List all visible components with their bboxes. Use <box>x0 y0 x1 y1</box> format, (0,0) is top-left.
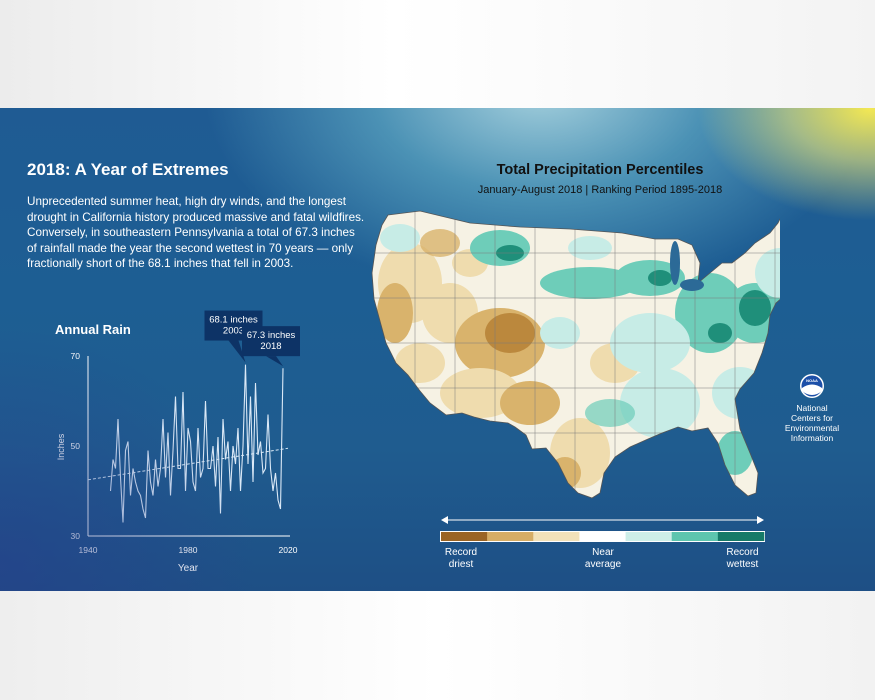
intro-paragraph: Unprecedented summer heat, high dry wind… <box>27 195 365 270</box>
annotation-pointer <box>266 356 283 367</box>
legend-swatch <box>579 532 626 541</box>
y-tick-label: 70 <box>71 351 81 361</box>
us-outline <box>371 210 780 499</box>
legend-right-label: Record wettest <box>726 547 759 570</box>
bottom-margin-band <box>0 591 875 700</box>
noaa-logo-icon: NOAA <box>800 374 824 398</box>
noaa-logo-text: NOAA <box>806 378 818 383</box>
annotation-pointer <box>228 340 246 363</box>
legend-left-arrow-icon <box>441 516 448 524</box>
y-tick-label: 30 <box>71 531 81 541</box>
annotation-text: 68.1 inches <box>209 315 258 326</box>
chart-title: Annual Rain <box>55 322 131 337</box>
top-margin-band <box>0 0 875 108</box>
trend-line <box>87 447 289 481</box>
tick-labels: 1940 1980 2020 30 50 70 <box>71 351 298 555</box>
annual-rain-chart: Annual Rain Inches Year 1940 1980 2020 30 50… <box>55 310 300 574</box>
map-legend: Record driest Near average Record wettest <box>440 513 765 573</box>
ncei-block: NOAA National Centers for Environmental Inf… <box>778 373 846 443</box>
x-tick-label: 1980 <box>179 545 198 555</box>
legend-swatch <box>441 532 488 541</box>
annotation-text: 2003 <box>223 326 244 337</box>
legend-scale <box>440 516 765 542</box>
y-tick-label: 50 <box>71 441 81 451</box>
ncei-label: National Centers for Environmental Informat… <box>784 403 840 443</box>
annotation-text: 67.3 inches <box>247 330 296 341</box>
x-axis-label: Year <box>178 563 199 574</box>
legend-swatch <box>671 532 719 541</box>
x-tick-label: 2020 <box>279 545 298 555</box>
legend-swatch <box>717 532 765 541</box>
headline: 2018: A Year of Extremes <box>27 160 229 179</box>
legend-swatches <box>441 532 765 541</box>
lake-erie <box>680 279 704 291</box>
map-subtitle: January-August 2018 | Ranking Period 189… <box>477 184 723 196</box>
map-title: Total Precipitation Percentiles <box>496 162 704 178</box>
legend-left-label: Record driest <box>444 547 478 570</box>
annotation-box <box>242 326 300 357</box>
infographic-panel: 2018: A Year of Extremes Unprecedented s… <box>0 108 875 591</box>
legend-center-label: Near average <box>584 547 622 570</box>
x-tick-label: 1940 <box>79 545 98 555</box>
rain-series-line <box>109 364 284 523</box>
legend-swatch <box>533 532 580 541</box>
annotation-text: 2018 <box>260 341 281 352</box>
legend-swatch <box>487 532 534 541</box>
legend-right-arrow-icon <box>757 516 764 524</box>
lake-michigan <box>670 241 680 285</box>
legend-swatch <box>625 532 673 541</box>
y-axis-label: Inches <box>56 433 66 460</box>
precipitation-map <box>371 208 780 499</box>
